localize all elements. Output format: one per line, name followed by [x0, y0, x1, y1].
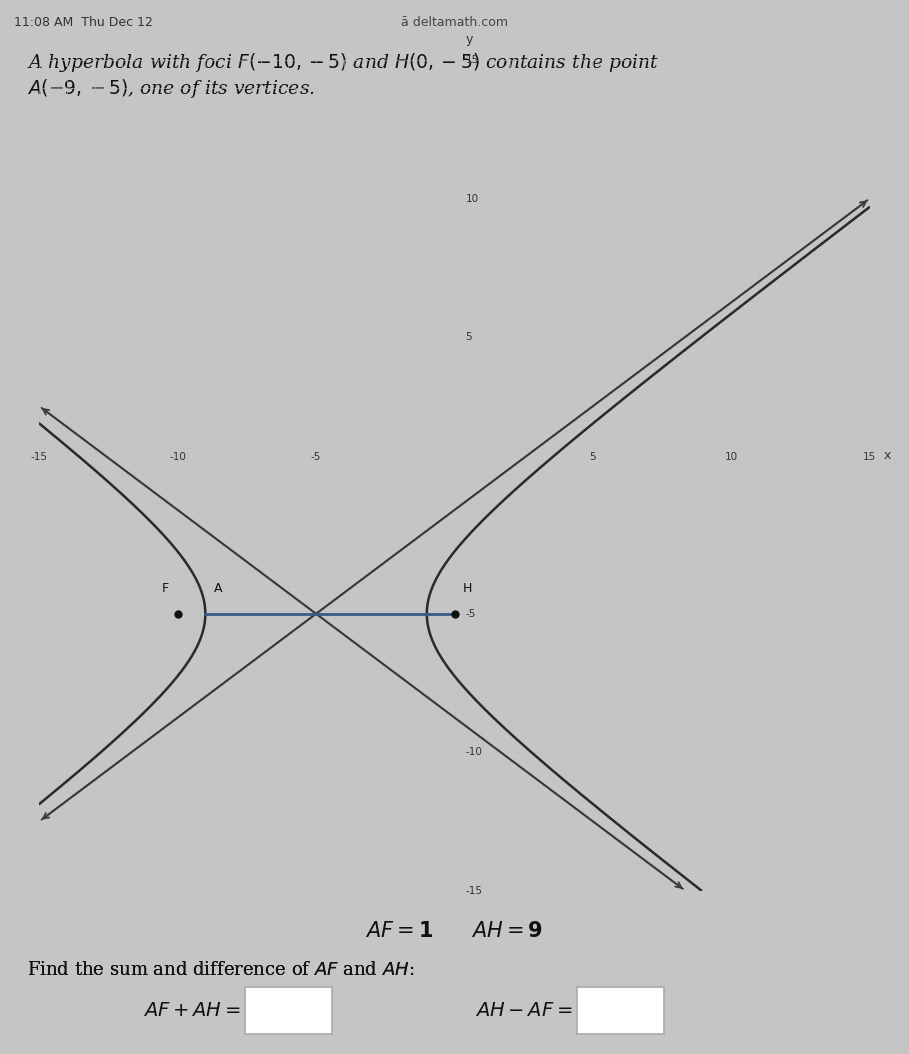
FancyBboxPatch shape	[577, 988, 664, 1034]
Text: Find the sum and difference of $AF$ and $AH$:: Find the sum and difference of $AF$ and …	[27, 961, 415, 979]
Text: -15: -15	[465, 885, 483, 896]
Text: ā deltamath.com: ā deltamath.com	[401, 16, 508, 28]
Text: 15: 15	[465, 55, 479, 65]
Text: 11:08 AM  Thu Dec 12: 11:08 AM Thu Dec 12	[14, 16, 153, 28]
Text: x: x	[884, 449, 891, 462]
Text: 10: 10	[724, 451, 738, 462]
Text: A hyperbola with foci $F(-10,-5)$ and $H(0,-5)$ contains the point: A hyperbola with foci $F(-10,-5)$ and $H…	[27, 52, 659, 75]
Text: $A(-9,-5)$, one of its vertices.: $A(-9,-5)$, one of its vertices.	[27, 77, 315, 99]
Text: 5: 5	[465, 332, 472, 341]
Text: y: y	[465, 34, 473, 46]
Text: A: A	[214, 582, 222, 594]
Text: -5: -5	[311, 451, 321, 462]
Text: 15: 15	[864, 451, 876, 462]
Text: 10: 10	[465, 194, 479, 203]
Text: $AH - AF =$: $AH - AF =$	[475, 1001, 573, 1019]
Text: -15: -15	[31, 451, 48, 462]
Text: $AF + AH =$: $AF + AH =$	[144, 1001, 241, 1019]
Text: $AF = \mathbf{1}$      $AH = \mathbf{9}$: $AF = \mathbf{1}$ $AH = \mathbf{9}$	[365, 921, 544, 941]
Text: Find the sum and difference of $AF$ and $AH$:: Find the sum and difference of $AF$ and …	[27, 961, 415, 979]
Text: H: H	[463, 582, 472, 594]
Text: -5: -5	[465, 609, 476, 619]
FancyBboxPatch shape	[245, 988, 332, 1034]
Text: F: F	[162, 582, 169, 594]
Text: -10: -10	[465, 747, 483, 757]
Text: -10: -10	[169, 451, 186, 462]
Text: 5: 5	[590, 451, 596, 462]
